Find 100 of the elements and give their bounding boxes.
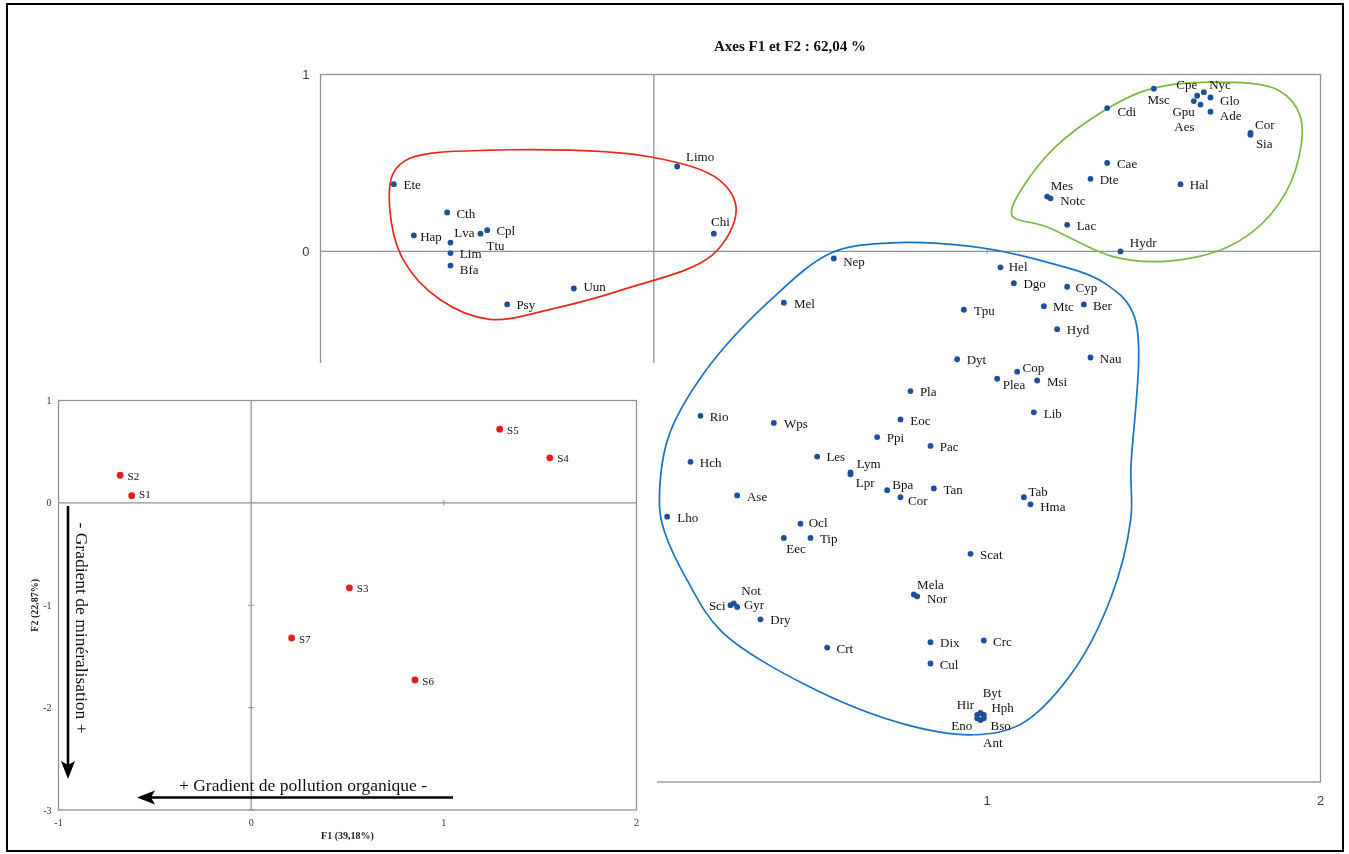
- x-tick-label: 2: [1316, 793, 1325, 808]
- series-label: Bso: [990, 717, 1011, 733]
- series-label: S2: [127, 469, 140, 482]
- series-label: Pla: [919, 384, 937, 400]
- series-label: Chi: [711, 213, 731, 229]
- series-label: Ocl: [808, 514, 828, 530]
- series-label: Pac: [939, 439, 959, 455]
- series-label: Hydr: [1129, 234, 1158, 250]
- series-label: Aes: [1174, 118, 1195, 134]
- series-label: Ade: [1219, 107, 1242, 123]
- series-label: Glo: [1220, 92, 1240, 108]
- series-label: Notc: [1060, 192, 1086, 208]
- x-tick-label: 1: [441, 816, 447, 828]
- series-label: Cae: [1116, 156, 1138, 172]
- series-label: Gyr: [743, 597, 765, 613]
- series-label: Not: [741, 582, 762, 598]
- series-label: Byt: [982, 685, 1002, 701]
- x-tick-label: -1: [54, 816, 63, 828]
- series-label: Hap: [420, 228, 442, 244]
- series-label: Sci: [708, 598, 726, 614]
- series-label: Dry: [770, 612, 791, 628]
- series-label: S4: [557, 452, 570, 465]
- series-label: Hma: [1040, 499, 1066, 515]
- series-label: Nau: [1099, 350, 1122, 366]
- y-tick-label: 1: [46, 395, 52, 406]
- series-label: Lib: [1043, 405, 1062, 421]
- series-label: Nor: [926, 591, 948, 607]
- series-label: Tab: [1028, 484, 1048, 500]
- series-label: Dyt: [966, 352, 987, 368]
- series-label: Eno: [951, 717, 973, 733]
- y-tick-label: -3: [43, 804, 52, 816]
- y-tick-label: -1: [43, 599, 52, 611]
- series-label: Limo: [686, 148, 715, 164]
- series-label: Lho: [677, 509, 699, 525]
- series-label: Cop: [1022, 359, 1045, 375]
- series-label: Cor: [1255, 117, 1276, 133]
- series-label: S1: [139, 488, 151, 501]
- series-label: Mtc: [1052, 299, 1075, 315]
- series-label: Mes: [1050, 177, 1074, 193]
- series-label: Bpa: [892, 477, 914, 493]
- series-label: Eoc: [910, 412, 931, 428]
- series-label: S3: [356, 582, 369, 595]
- series-label: Hel: [1008, 259, 1028, 275]
- series-label: Dgo: [1023, 276, 1046, 292]
- series-label: Rio: [709, 409, 729, 425]
- series-label: Dix: [940, 635, 960, 651]
- series-label: Ase: [746, 488, 768, 504]
- series-label: Msc: [1147, 91, 1171, 107]
- series-label: Crc: [993, 633, 1013, 649]
- series-label: Cpl: [496, 223, 516, 239]
- series-label: Ber: [1093, 297, 1113, 313]
- series-label: Nep: [843, 253, 865, 269]
- annotation: + Gradient de pollution organique -: [178, 775, 428, 795]
- series-label: Cdi: [1117, 104, 1137, 120]
- x-axis-title: F1 (39,18%): [321, 830, 374, 842]
- series-label: S5: [507, 423, 520, 436]
- series-label: Hch: [699, 455, 722, 471]
- y-tick-label: 0: [46, 497, 52, 509]
- series-label: S6: [422, 674, 435, 687]
- series-label: Gpu: [1172, 104, 1196, 120]
- series-label: Ttu: [486, 237, 505, 253]
- annotation: - Gradient de minéralisation +: [72, 522, 92, 734]
- series-label: Mela: [917, 576, 945, 592]
- series-label: Bfa: [459, 261, 479, 277]
- y-tick-label: -2: [43, 702, 52, 714]
- series-label: Lac: [1076, 218, 1097, 234]
- series-label: Uun: [583, 278, 607, 294]
- chart-title: Axes F1 et F2 : 62,04 %: [713, 38, 867, 54]
- series-label: Ppi: [886, 430, 905, 446]
- series-label: Wps: [784, 416, 808, 432]
- series-label: Lpr: [855, 475, 876, 491]
- series-label: Cul: [939, 656, 959, 672]
- series-label: Cth: [456, 205, 476, 221]
- series-label: Les: [826, 448, 846, 464]
- series-label: Sia: [1255, 135, 1273, 151]
- series-label: Lym: [856, 455, 881, 471]
- series-label: Dte: [1099, 172, 1119, 188]
- series-label: Hyd: [1066, 322, 1090, 338]
- series-label: Tip: [819, 531, 838, 547]
- series-label: S7: [299, 632, 312, 645]
- series-label: Ete: [403, 177, 422, 193]
- series-label: Hal: [1189, 177, 1209, 193]
- series-label: Lva: [454, 224, 475, 240]
- series-label: Psy: [516, 296, 536, 312]
- series-label: Mel: [793, 295, 816, 311]
- series-label: Hir: [956, 696, 975, 712]
- y-axis-title: F2 (22,87%): [29, 578, 41, 632]
- series-label: Scat: [980, 547, 1003, 563]
- series-label: Eec: [786, 541, 807, 557]
- series-label: Cyp: [1075, 279, 1098, 295]
- series-label: Ant: [983, 735, 1003, 751]
- x-tick-label: 2: [634, 816, 639, 828]
- series-label: Crt: [836, 640, 854, 656]
- series-label: Plea: [1002, 376, 1026, 392]
- series-label: Msi: [1046, 373, 1068, 389]
- series-label: Hph: [991, 699, 1015, 715]
- series-label: Cor: [908, 493, 929, 509]
- series-label: Tan: [943, 481, 964, 497]
- x-tick-label: 0: [248, 816, 254, 828]
- series-label: Lim: [459, 246, 482, 262]
